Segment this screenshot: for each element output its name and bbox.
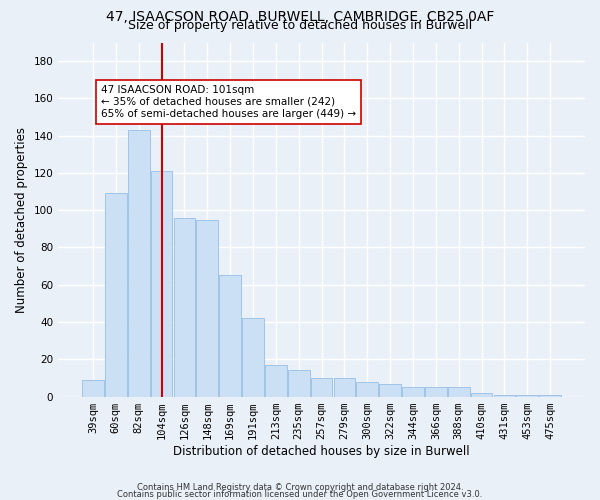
Text: 47, ISAACSON ROAD, BURWELL, CAMBRIDGE, CB25 0AF: 47, ISAACSON ROAD, BURWELL, CAMBRIDGE, C… — [106, 10, 494, 24]
Bar — [219, 276, 241, 396]
X-axis label: Distribution of detached houses by size in Burwell: Distribution of detached houses by size … — [173, 444, 470, 458]
Bar — [494, 394, 515, 396]
Text: 47 ISAACSON ROAD: 101sqm
← 35% of detached houses are smaller (242)
65% of semi-: 47 ISAACSON ROAD: 101sqm ← 35% of detach… — [101, 86, 356, 118]
Bar — [242, 318, 264, 396]
Bar — [379, 384, 401, 396]
Bar — [356, 382, 378, 396]
Bar — [334, 378, 355, 396]
Bar — [82, 380, 104, 396]
Bar — [311, 378, 332, 396]
Text: Contains HM Land Registry data © Crown copyright and database right 2024.: Contains HM Land Registry data © Crown c… — [137, 484, 463, 492]
Y-axis label: Number of detached properties: Number of detached properties — [15, 126, 28, 312]
Bar — [402, 388, 424, 396]
Bar — [448, 388, 470, 396]
Text: Size of property relative to detached houses in Burwell: Size of property relative to detached ho… — [128, 18, 472, 32]
Bar — [151, 171, 172, 396]
Bar — [425, 388, 447, 396]
Bar — [196, 220, 218, 396]
Bar — [173, 218, 195, 396]
Bar — [128, 130, 149, 396]
Bar — [471, 393, 493, 396]
Bar — [105, 194, 127, 396]
Bar — [539, 394, 561, 396]
Bar — [265, 365, 287, 396]
Bar — [517, 394, 538, 396]
Bar — [288, 370, 310, 396]
Text: Contains public sector information licensed under the Open Government Licence v3: Contains public sector information licen… — [118, 490, 482, 499]
